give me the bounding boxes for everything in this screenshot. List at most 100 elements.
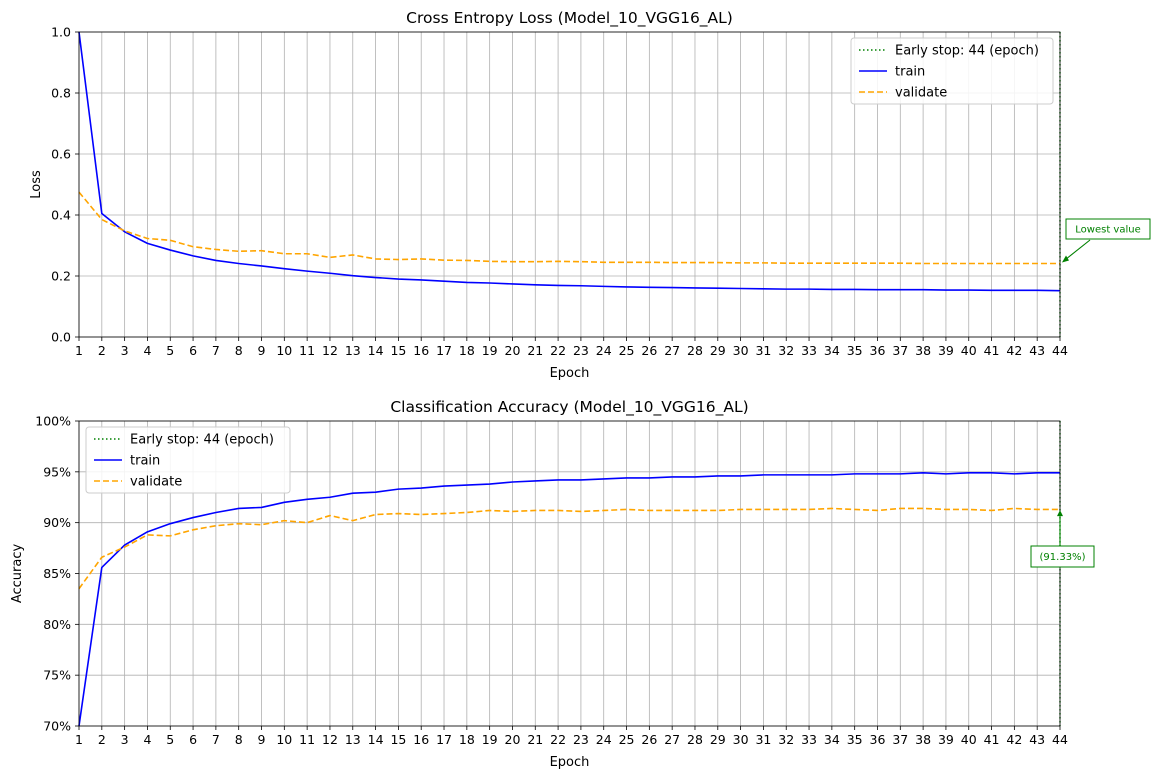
x-tick-label: 30	[733, 732, 749, 747]
x-tick-label: 25	[619, 732, 635, 747]
x-tick-label: 15	[390, 732, 406, 747]
x-tick-label: 14	[368, 732, 384, 747]
legend-label: train	[130, 454, 160, 469]
x-tick-label: 37	[892, 343, 908, 358]
legend-label: Early stop: 44 (epoch)	[895, 44, 1039, 59]
x-tick-label: 18	[459, 732, 475, 747]
x-tick-label: 1	[75, 732, 83, 747]
y-tick-label: 80%	[43, 617, 71, 632]
x-tick-label: 21	[527, 343, 543, 358]
x-tick-label: 31	[755, 343, 771, 358]
legend-label: train	[895, 65, 925, 80]
x-tick-label: 7	[212, 343, 220, 358]
x-tick-label: 9	[258, 732, 266, 747]
chart-title: Cross Entropy Loss (Model_10_VGG16_AL)	[406, 9, 733, 28]
x-tick-label: 20	[505, 343, 521, 358]
annotation: (91.33%)	[1030, 510, 1095, 568]
x-tick-label: 9	[258, 343, 266, 358]
y-tick-label: 70%	[43, 719, 71, 734]
y-tick-label: 0.8	[51, 86, 71, 101]
x-tick-label: 19	[482, 343, 498, 358]
annotation-arrow	[1062, 239, 1091, 262]
x-tick-label: 33	[801, 343, 817, 358]
x-tick-label: 38	[915, 343, 931, 358]
x-tick-label: 40	[961, 732, 977, 747]
x-tick-label: 42	[1006, 732, 1022, 747]
legend-box	[850, 37, 1054, 105]
x-axis-label: Epoch	[550, 366, 590, 381]
x-tick-label: 13	[345, 732, 361, 747]
x-tick-label: 20	[505, 732, 521, 747]
x-tick-label: 2	[98, 343, 106, 358]
x-tick-label: 2	[98, 732, 106, 747]
legend-box	[85, 426, 291, 494]
x-tick-label: 11	[299, 343, 315, 358]
series-line-validate	[78, 507, 1060, 590]
legend-label: validate	[895, 86, 947, 101]
x-tick-label: 27	[664, 732, 680, 747]
x-tick-label: 17	[436, 343, 452, 358]
x-tick-label: 21	[527, 732, 543, 747]
x-tick-label: 10	[276, 343, 292, 358]
y-axis-label: Loss	[29, 170, 44, 199]
x-axis-label: Epoch	[550, 755, 590, 770]
x-tick-label: 26	[641, 732, 657, 747]
x-tick-label: 1	[75, 343, 83, 358]
x-tick-label: 37	[892, 732, 908, 747]
x-tick-label: 29	[710, 732, 726, 747]
x-tick-label: 30	[733, 343, 749, 358]
x-tick-label: 25	[619, 343, 635, 358]
y-tick-label: 95%	[43, 464, 71, 479]
series-line-train	[78, 472, 1060, 727]
x-tick-label: 4	[143, 732, 151, 747]
x-tick-label: 26	[641, 343, 657, 358]
x-tick-label: 6	[189, 343, 197, 358]
x-tick-label: 28	[687, 732, 703, 747]
x-tick-label: 39	[938, 343, 954, 358]
y-tick-label: 1.0	[51, 25, 71, 40]
x-tick-label: 35	[847, 732, 863, 747]
x-tick-label: 39	[938, 732, 954, 747]
legend: Early stop: 44 (epoch) train validate	[85, 426, 291, 494]
x-tick-label: 36	[870, 343, 886, 358]
x-tick-label: 27	[664, 343, 680, 358]
annotation-box	[1030, 545, 1095, 568]
x-tick-label: 34	[824, 343, 840, 358]
series-line-train	[78, 31, 1061, 292]
x-tick-label: 12	[322, 732, 338, 747]
x-tick-label: 35	[847, 343, 863, 358]
x-tick-label: 40	[961, 343, 977, 358]
x-tick-label: 24	[596, 732, 612, 747]
x-tick-label: 22	[550, 343, 566, 358]
x-tick-label: 23	[573, 732, 589, 747]
y-tick-label: 0.2	[51, 269, 71, 284]
x-tick-label: 13	[345, 343, 361, 358]
annotation-box	[1065, 218, 1151, 240]
y-tick-label: 0.0	[51, 330, 71, 345]
x-tick-label: 38	[915, 732, 931, 747]
x-tick-label: 28	[687, 343, 703, 358]
legend-label: Early stop: 44 (epoch)	[130, 433, 274, 448]
x-tick-label: 15	[390, 343, 406, 358]
axes-frame	[78, 31, 1061, 338]
x-tick-label: 22	[550, 732, 566, 747]
x-tick-label: 4	[143, 343, 151, 358]
x-tick-label: 5	[166, 732, 174, 747]
series-line-validate	[78, 191, 1060, 265]
x-tick-label: 5	[166, 343, 174, 358]
y-tick-label: 75%	[43, 668, 71, 683]
x-tick-label: 16	[413, 343, 429, 358]
y-tick-label: 85%	[43, 566, 71, 581]
x-tick-label: 41	[984, 732, 1000, 747]
x-tick-label: 12	[322, 343, 338, 358]
x-tick-label: 8	[235, 343, 243, 358]
annotation-arrowhead	[1057, 510, 1063, 517]
x-tick-label: 32	[778, 732, 794, 747]
x-tick-label: 41	[984, 343, 1000, 358]
x-tick-label: 33	[801, 732, 817, 747]
x-tick-label: 3	[121, 732, 129, 747]
x-tick-label: 43	[1029, 732, 1045, 747]
x-tick-label: 34	[824, 732, 840, 747]
x-tick-label: 19	[482, 732, 498, 747]
